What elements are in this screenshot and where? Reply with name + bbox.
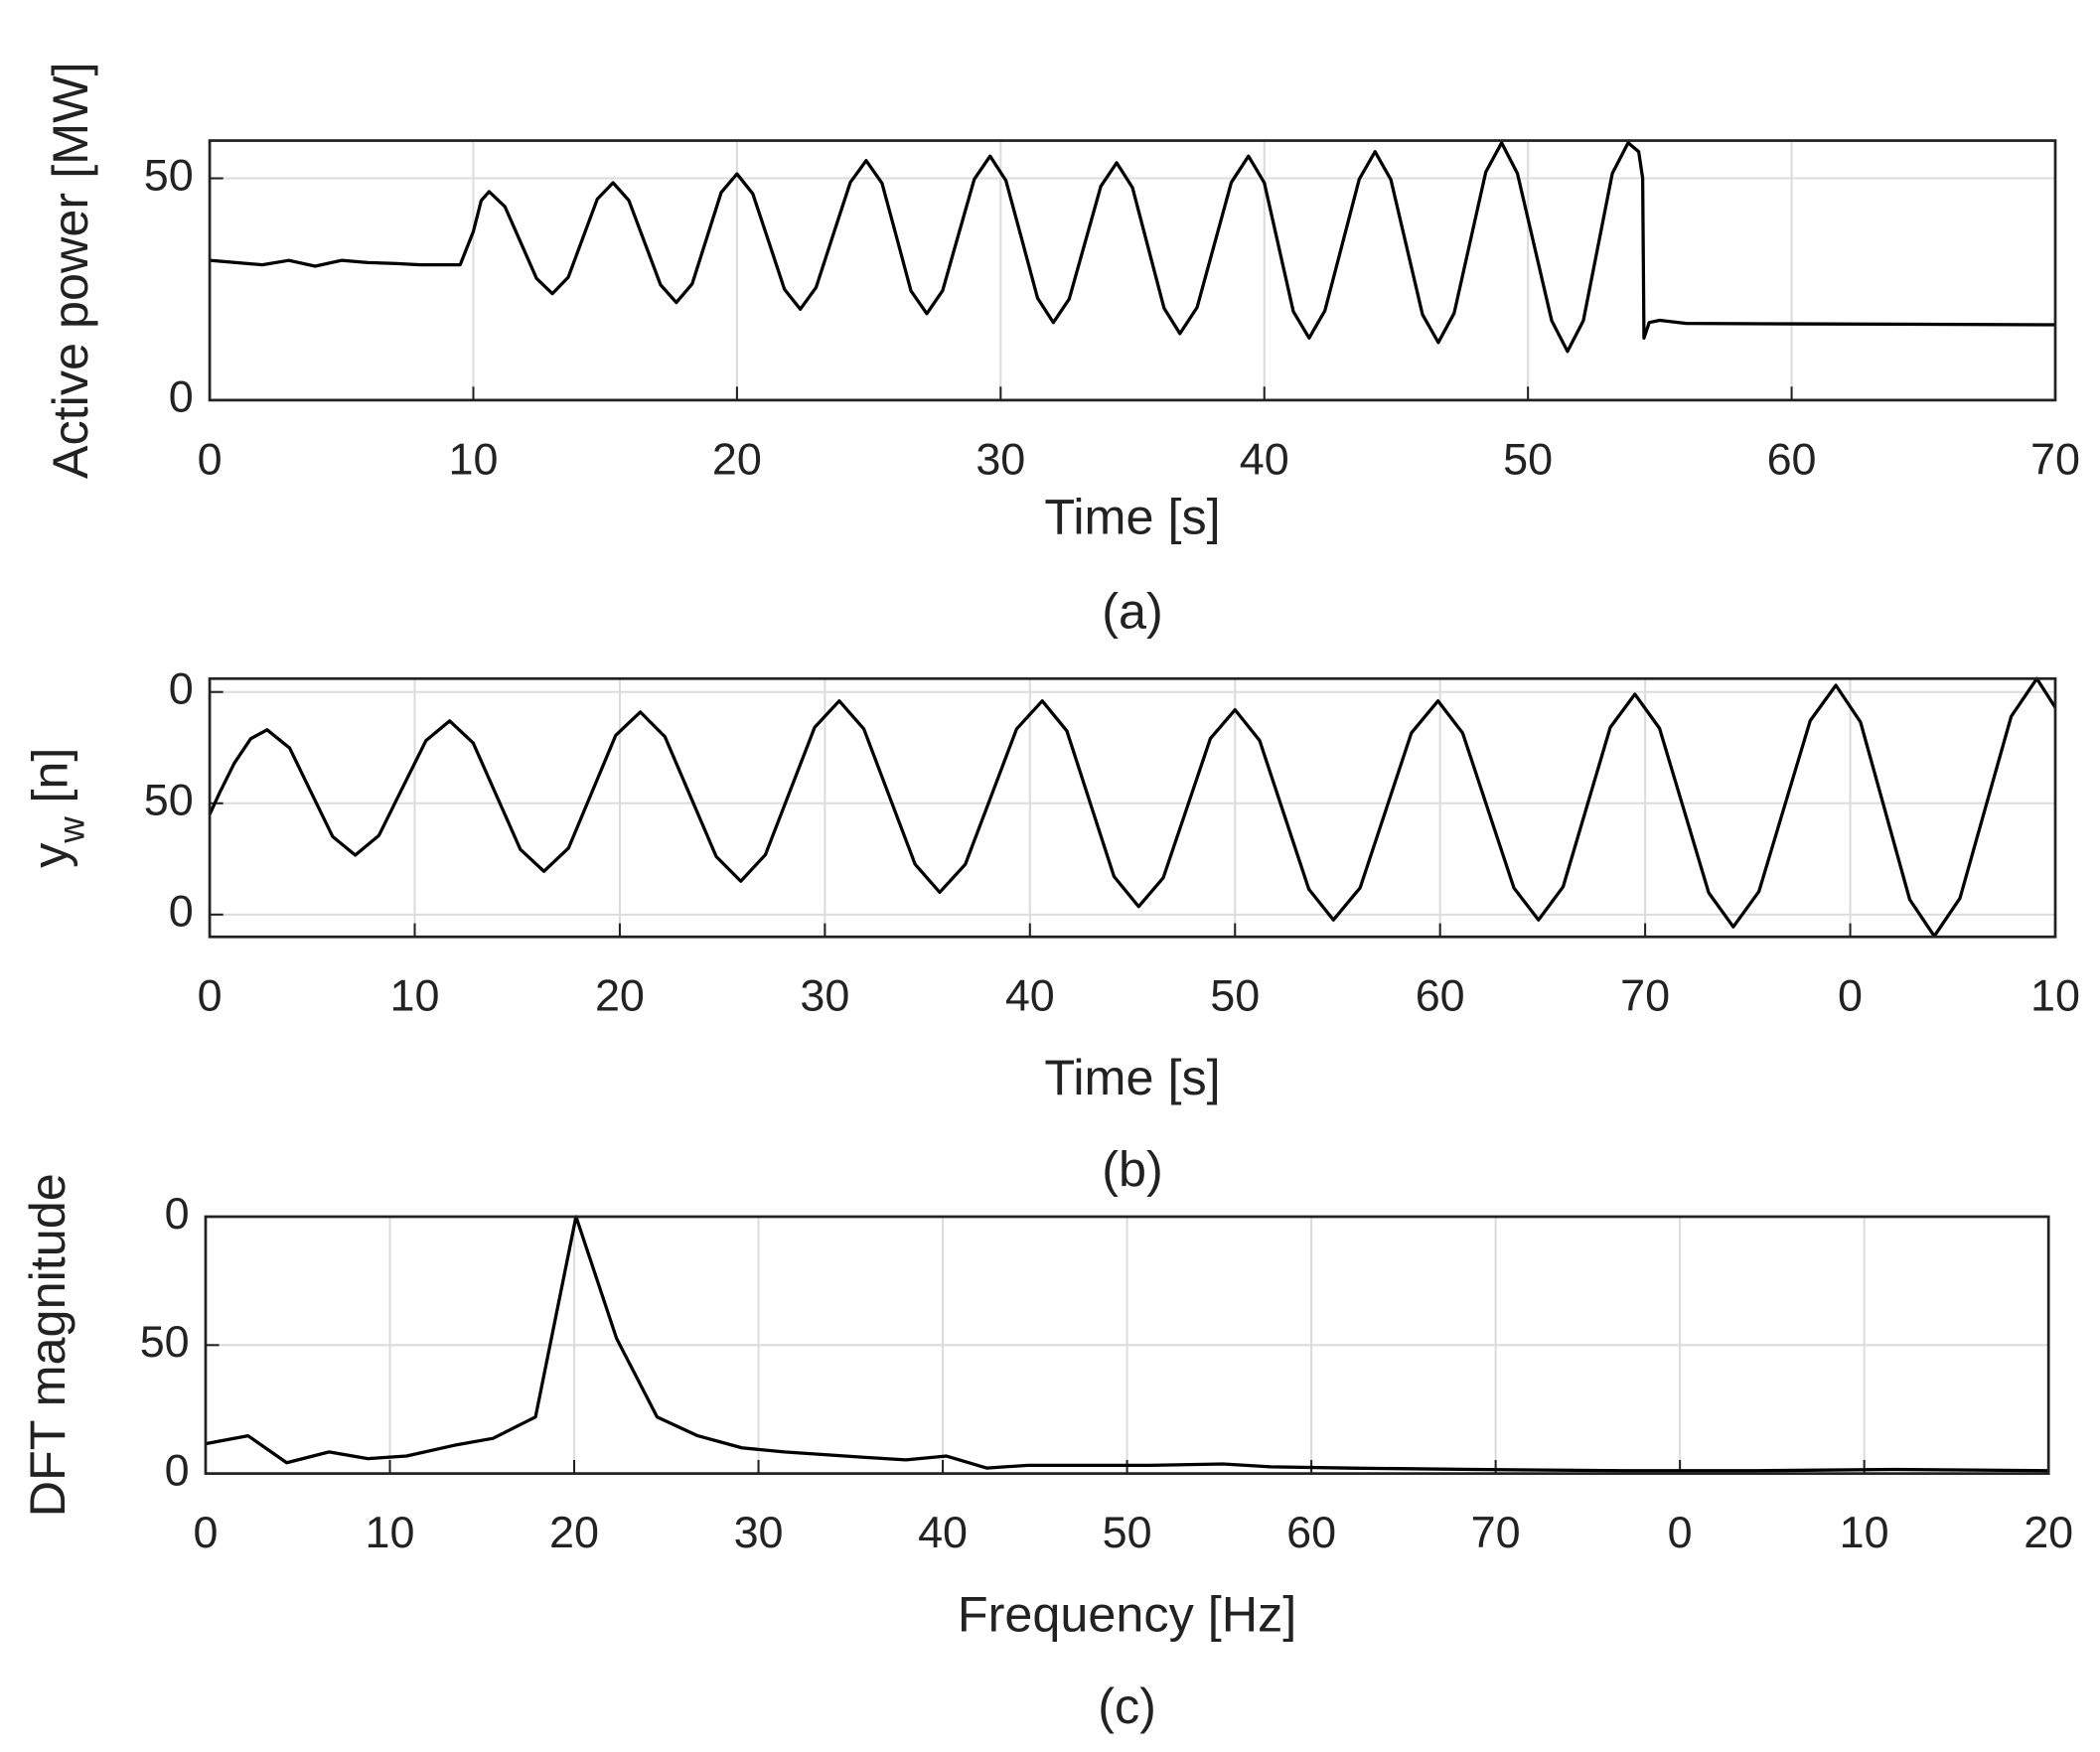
panel: 0 10 20 30 40 50 60 70 0 10 20 0 50 0 xyxy=(140,1188,2073,1557)
x-tick-label: 70 xyxy=(1620,970,1670,1021)
x-tick-label: 60 xyxy=(1416,970,1465,1021)
x-tick-label: 40 xyxy=(1240,433,1289,484)
x-axis-label: Time [s] xyxy=(1044,488,1220,544)
x-tick-label: 70 xyxy=(2030,433,2080,484)
y-tick-label: 50 xyxy=(144,149,194,200)
x-tick-label: 20 xyxy=(2024,1507,2073,1557)
caption: (b) xyxy=(1102,1141,1163,1198)
y-tick-label: 50 xyxy=(140,1316,190,1367)
y-axis-label: DFT magnitude xyxy=(19,1173,75,1517)
x-tick-label: 50 xyxy=(1210,970,1260,1021)
y-axis-label-main: Active power [MW] xyxy=(42,62,98,479)
x-tick-label: 60 xyxy=(1767,433,1817,484)
x-axis-label: Frequency [Hz] xyxy=(958,1586,1296,1643)
y-tick-label: 0 xyxy=(169,371,194,422)
x-tick-label: 60 xyxy=(1286,1507,1336,1557)
y-axis-label-suffix: [n] xyxy=(22,748,78,803)
y-tick-label: 0 xyxy=(165,1444,190,1495)
x-tick-label: 20 xyxy=(712,433,762,484)
x-tick-label: 10 xyxy=(390,970,440,1021)
axes-box xyxy=(208,139,2057,402)
axes-box xyxy=(208,676,2057,939)
x-tick-label: 10 xyxy=(1840,1507,1889,1557)
data-line xyxy=(205,1215,2049,1473)
x-axis-label: Time [s] xyxy=(1044,1049,1220,1105)
x-tick-label: 40 xyxy=(918,1507,968,1557)
x-tick-label: 0 xyxy=(198,433,223,484)
y-tick-label: 0 xyxy=(169,886,194,937)
caption: (a) xyxy=(1102,583,1163,640)
x-tick-label: 0 xyxy=(198,970,223,1021)
y-tick-label: 0 xyxy=(165,1188,190,1239)
y-tick-label: 0 xyxy=(169,663,194,714)
x-tick-label: 30 xyxy=(734,1507,784,1557)
data-line xyxy=(209,141,2055,354)
y-axis-label: Active power [MW] xyxy=(42,62,98,479)
x-tick-label: 10 xyxy=(2030,970,2080,1021)
data-line xyxy=(208,676,2057,939)
x-tick-label: 0 xyxy=(193,1507,218,1557)
y-axis-label-main: DFT magnitude xyxy=(19,1173,75,1517)
x-tick-label: 0 xyxy=(1668,1507,1693,1557)
x-tick-label: 30 xyxy=(975,433,1025,484)
y-axis-label-subscript: w xyxy=(52,816,92,844)
y-tick-label: 50 xyxy=(144,775,194,825)
x-tick-label: 10 xyxy=(449,433,499,484)
x-tick-label: 10 xyxy=(366,1507,415,1557)
y-axis-label: yw [n] xyxy=(22,748,92,868)
x-tick-label: 0 xyxy=(1838,970,1863,1021)
caption: (c) xyxy=(1098,1678,1156,1734)
x-tick-label: 50 xyxy=(1503,433,1553,484)
x-tick-label: 30 xyxy=(800,970,849,1021)
axes-box xyxy=(204,1215,2050,1475)
x-tick-label: 50 xyxy=(1103,1507,1152,1557)
y-axis-label-main: y xyxy=(22,842,78,868)
x-tick-label: 40 xyxy=(1005,970,1055,1021)
x-tick-label: 20 xyxy=(595,970,645,1021)
x-tick-label: 70 xyxy=(1471,1507,1521,1557)
x-tick-label: 20 xyxy=(549,1507,599,1557)
